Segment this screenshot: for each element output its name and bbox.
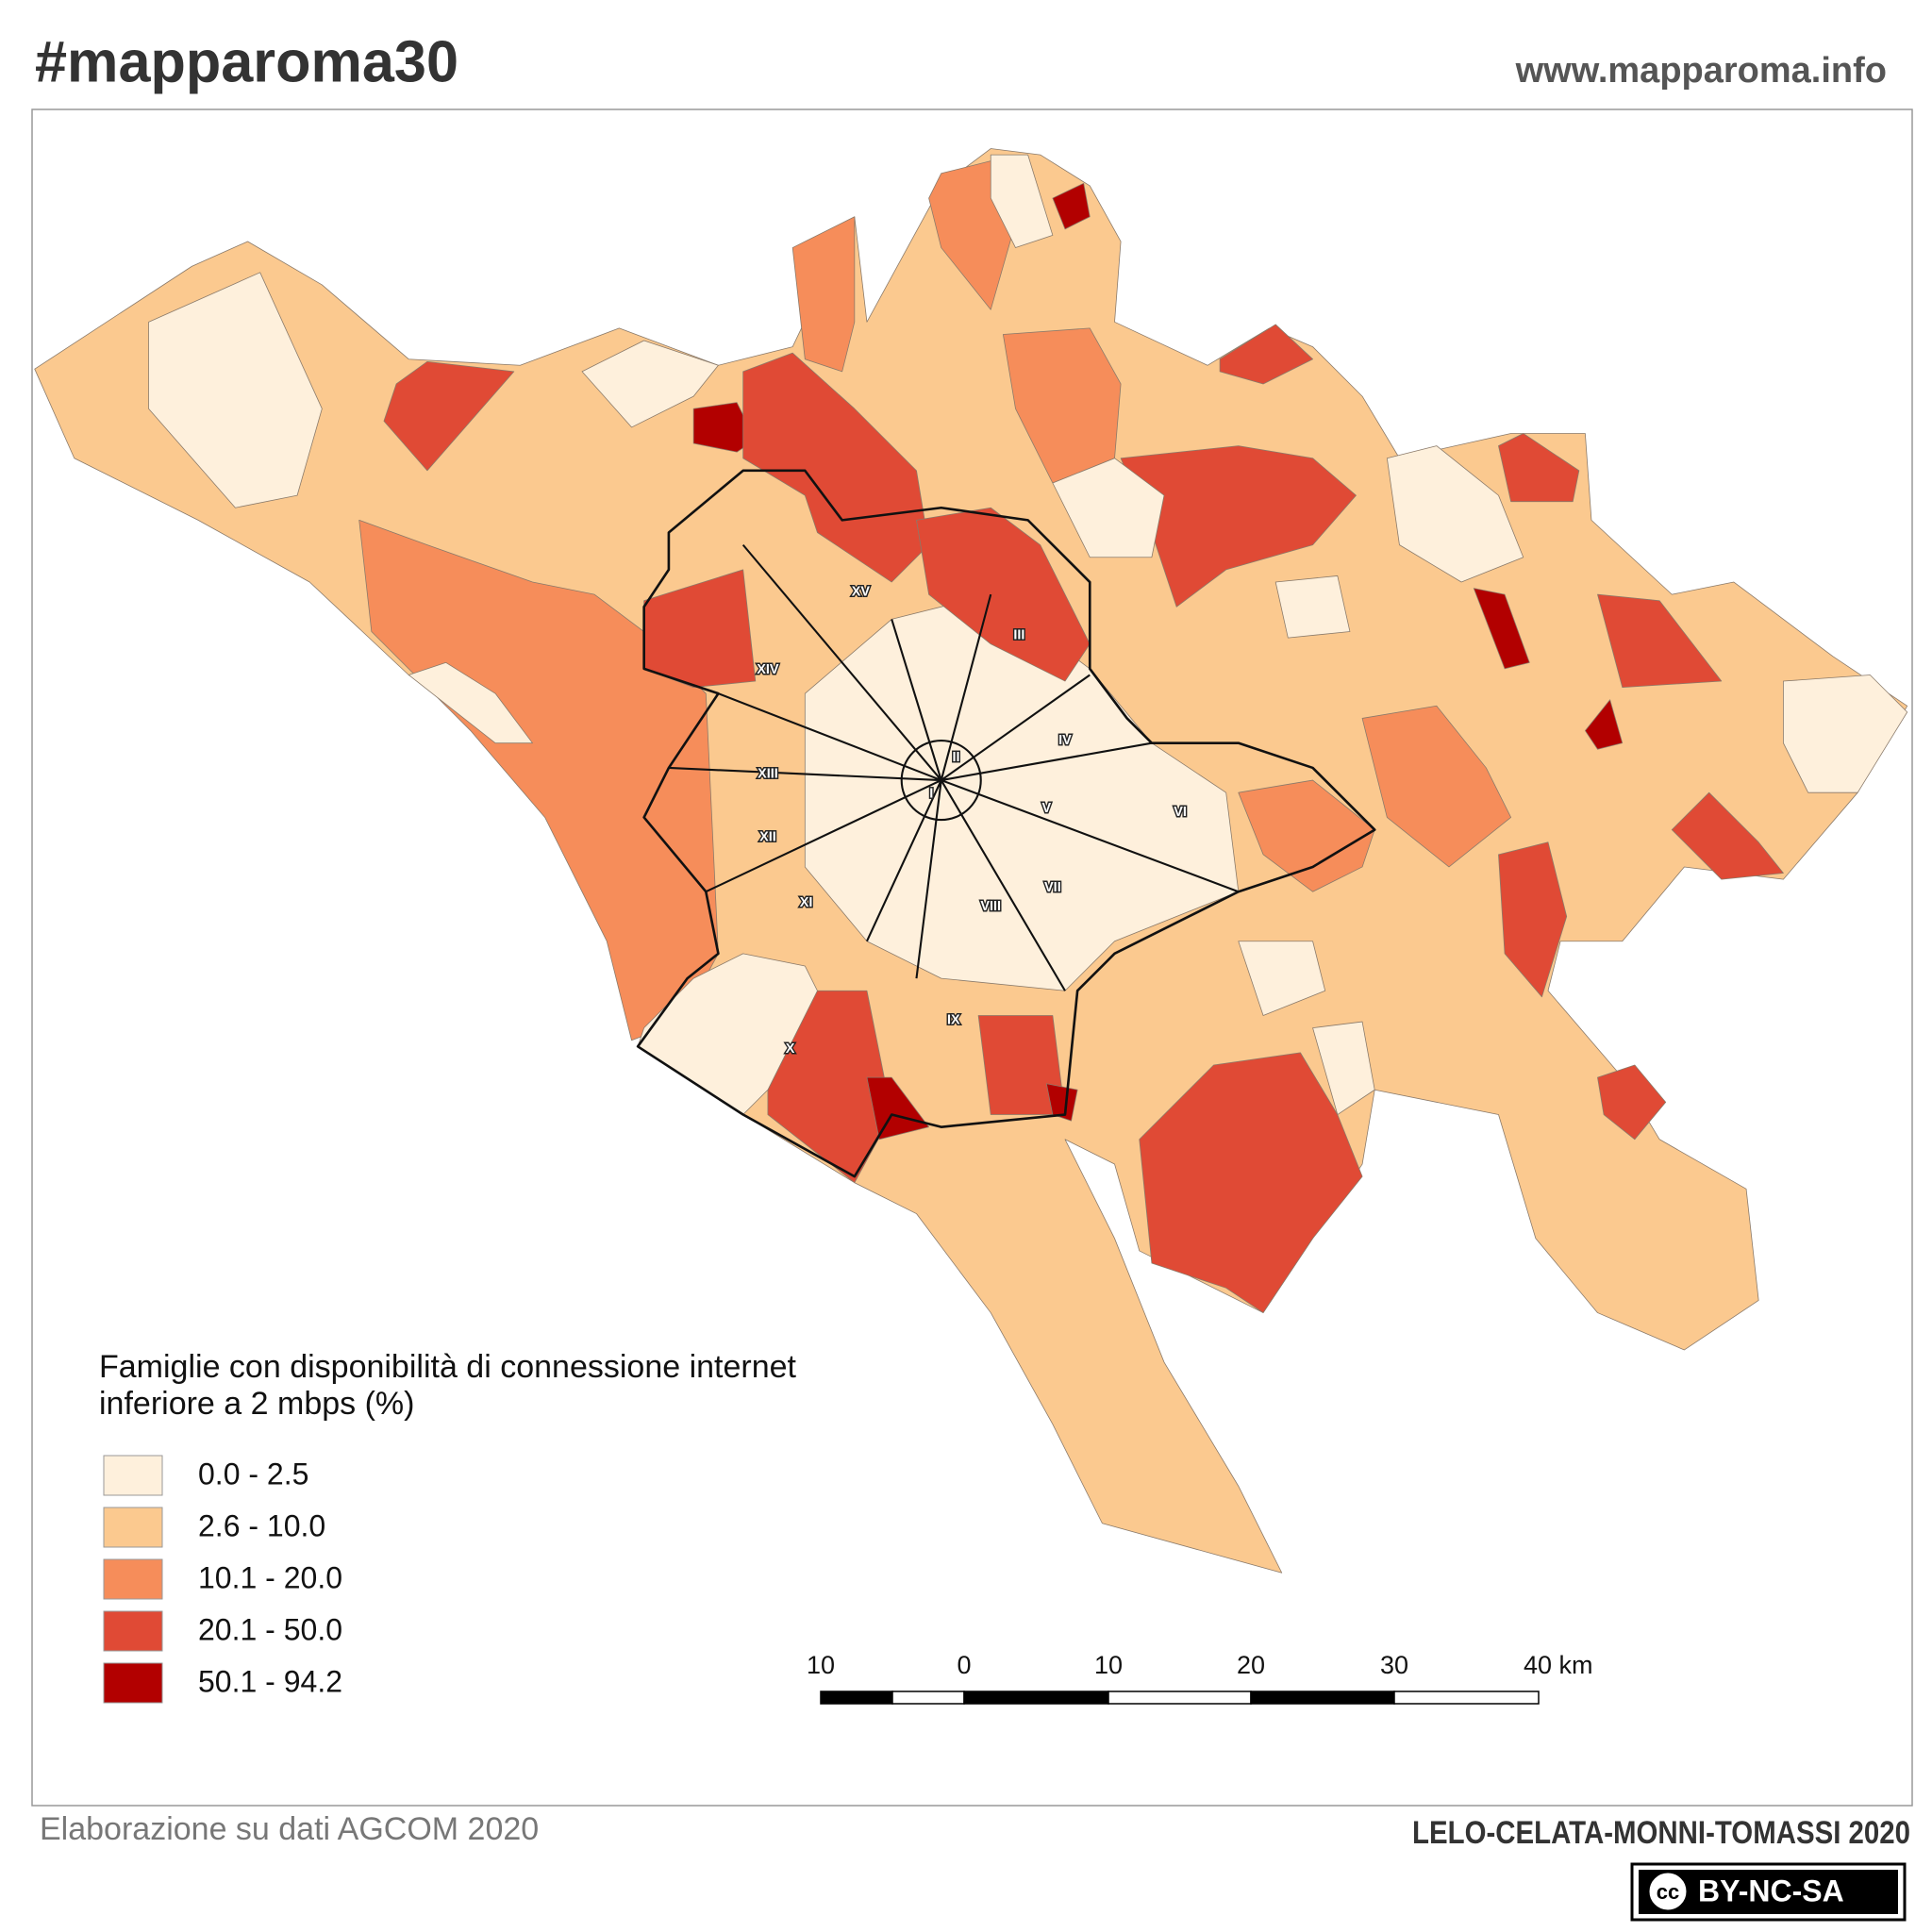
municipio-label: XIV [757,662,779,677]
zone [148,272,323,508]
zone [408,661,533,744]
scale-segment [820,1690,893,1705]
cc-circle [1646,1870,1690,1913]
zone [1238,779,1375,892]
cc-badge: cc [1657,1880,1679,1904]
municipio-label: VI [1174,805,1187,820]
legend-swatch [103,1662,163,1704]
scale-segment [1393,1690,1540,1705]
zone [1120,445,1357,608]
map-frame [31,108,1913,1807]
municipio-label: IX [947,1013,960,1028]
header-title: #mapparoma30 [35,29,458,94]
municipio-label: IV [1058,733,1072,748]
municipio-label: XI [800,895,813,910]
footer-authors: LELO-CELATA-MONNI-TOMASSI 2020 [1412,1815,1910,1851]
footer-source: Elaborazione su dati AGCOM 2020 [40,1811,539,1847]
legend-label: 50.1 - 94.2 [198,1664,342,1698]
legend-swatch [103,1455,163,1496]
zone [1473,588,1530,670]
zone [1671,791,1784,880]
scale-label: 10 [807,1651,835,1679]
zone [1584,699,1624,750]
legend-swatch [103,1507,163,1548]
zone [1597,593,1723,688]
zone [1052,182,1091,230]
zone [1498,433,1580,503]
license-text: BY-NC-SA [1698,1874,1844,1907]
legend-swatch [103,1558,163,1600]
municipio-label: XII [759,829,776,844]
zone [1219,324,1313,385]
municipio-label: XV [852,584,871,599]
zone [1386,445,1524,583]
municipio-label: X [786,1041,795,1057]
zone [866,1076,929,1141]
scale-label: 30 [1380,1651,1408,1679]
scale-bar: 10 0 10 20 30 40 km [807,1651,1593,1705]
legend-label: 2.6 - 10.0 [198,1508,325,1542]
legend-swatch [103,1610,163,1652]
scale-segment [1108,1690,1252,1705]
zone [1312,1021,1375,1115]
license-badge: cc BY-NC-SA [1630,1862,1907,1922]
header-url: www.mapparoma.info [1515,51,1887,91]
zone [916,507,1091,682]
zone [1139,1052,1363,1313]
scale-label: 40 km [1524,1651,1593,1679]
municipio-label: II [952,750,959,765]
municipio-label: VIII [980,899,1001,914]
zone [791,216,856,373]
legend-title: Famiglie con disponibilità di connession… [99,1349,797,1385]
zone [1361,705,1512,868]
municipio-label: V [1041,801,1051,816]
scale-segment [963,1690,1109,1705]
zone [1274,575,1351,639]
scale-segment [1250,1690,1395,1705]
scale-label: 0 [957,1651,971,1679]
zone [383,360,515,472]
zone [1238,941,1326,1016]
zone [1498,841,1568,998]
municipi-inner-lines [668,543,1240,991]
inner-boundary [668,543,1240,991]
legend-label: 0.0 - 2.5 [198,1457,308,1491]
inner-boundary [900,740,982,822]
zone [990,154,1054,248]
zone [581,340,719,428]
legend-label: 10.1 - 20.0 [198,1560,342,1594]
zone [1052,458,1165,558]
zone [1597,1064,1667,1141]
scale-segment [891,1690,965,1705]
zone [1783,675,1908,793]
municipio-label: VII [1044,880,1061,895]
municipio-label: I [929,786,933,801]
scale-label: 10 [1094,1651,1123,1679]
zone [742,352,929,583]
scale-label: 20 [1237,1651,1265,1679]
legend: 0.0 - 2.5 2.6 - 10.0 10.1 - 20.0 20.1 - 50.… [103,1455,342,1704]
municipi-boundary [636,469,1376,1178]
legend-label: 20.1 - 50.0 [198,1612,342,1646]
municipio-label: XIII [758,766,778,781]
municipio-label: III [1013,627,1024,642]
legend-title: inferiore a 2 mbps (%) [99,1386,414,1422]
